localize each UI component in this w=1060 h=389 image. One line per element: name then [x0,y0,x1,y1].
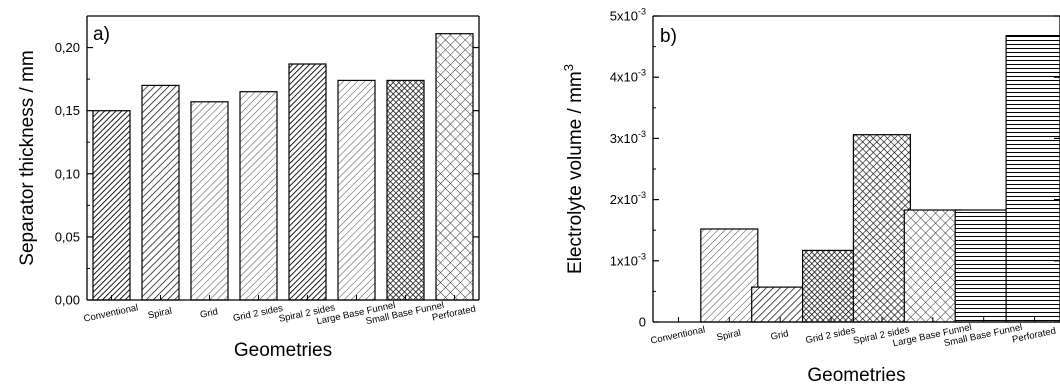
x-tick-label: Conventional [650,324,707,346]
bar-conventional [92,110,131,301]
y-tick-label-exponent: -3 [638,129,646,139]
y-tick-label-base: 1x10 [610,253,638,268]
y-tick-label-base: 2x10 [610,192,638,207]
x-tick-label: Spiral [147,306,173,322]
y-axis-title: Electrolyte volume / mm3 [561,64,586,274]
x-tick-label: Grid 2 sides [805,325,857,346]
bar-perforated [435,33,474,301]
y-axis-title-text: Electrolyte volume / mm [565,71,586,274]
bar-spiral [141,84,180,301]
y-tick-label-exponent: -3 [638,251,646,261]
bar-grid-2-sides [239,91,278,301]
y-tick-label-base: 3x10 [610,131,638,146]
x-tick-label: Spiral [716,328,742,344]
bar-grid [751,286,810,323]
bar-small-base-funnel [954,209,1013,323]
y-tick-label-exponent: -3 [638,190,646,200]
y-tick-label-exponent: -3 [638,7,646,17]
y-axis-title: Separator thickness / mm [17,50,38,265]
y-tick-label: 5x10-3 [610,7,646,24]
panel-label: b) [660,26,677,47]
y-tick-label: 0,15 [55,103,80,118]
bar-spiral-2-sides [288,63,327,301]
x-tick-label: Grid 2 sides [232,303,284,324]
y-tick-label: 1x10-3 [610,251,646,268]
bar-large-base-funnel [903,209,962,323]
y-tick-label: 0,00 [55,293,80,308]
x-tick-label: Grid [199,306,219,320]
y-tick-label: 0 [639,315,646,330]
bar-small-base-funnel [386,79,425,301]
y-tick-label: 3x10-3 [610,129,646,146]
x-axis-title: Geometries [807,365,905,386]
bar-grid-2-sides [801,249,861,323]
panel-label: a) [93,24,110,45]
y-tick-label: 0,20 [55,40,80,55]
y-axis-title-superscript: 3 [561,64,576,71]
chart-panel-b: 01x10-32x10-33x10-34x10-35x10-3Conventio… [561,7,1060,386]
y-tick-label-exponent: -3 [638,68,646,78]
y-tick-label: 4x10-3 [610,68,646,85]
x-tick-label: Conventional [83,302,140,324]
y-tick-label-base: 5x10 [610,9,638,24]
bar-large-base-funnel [337,79,376,301]
chart-panel-a: 0,00 0,05 0,10 0,15 0,20 Conventional Spiral Gr… [17,15,480,361]
bar-spiral-2-sides [852,134,912,323]
bar-perforated [1005,34,1060,323]
y-tick-label-base: 0 [639,315,646,330]
y-tick-label: 0,10 [55,166,80,181]
x-tick-label: Grid [770,328,790,342]
y-tick-label: 2x10-3 [610,190,646,207]
y-tick-label: 0,05 [55,229,80,244]
y-axis-title-text: Separator thickness / mm [17,50,38,265]
y-tick-label-base: 4x10 [610,70,638,85]
x-axis-title: Geometries [234,340,332,361]
bar-grid [190,101,229,301]
bar-spiral [700,228,759,323]
